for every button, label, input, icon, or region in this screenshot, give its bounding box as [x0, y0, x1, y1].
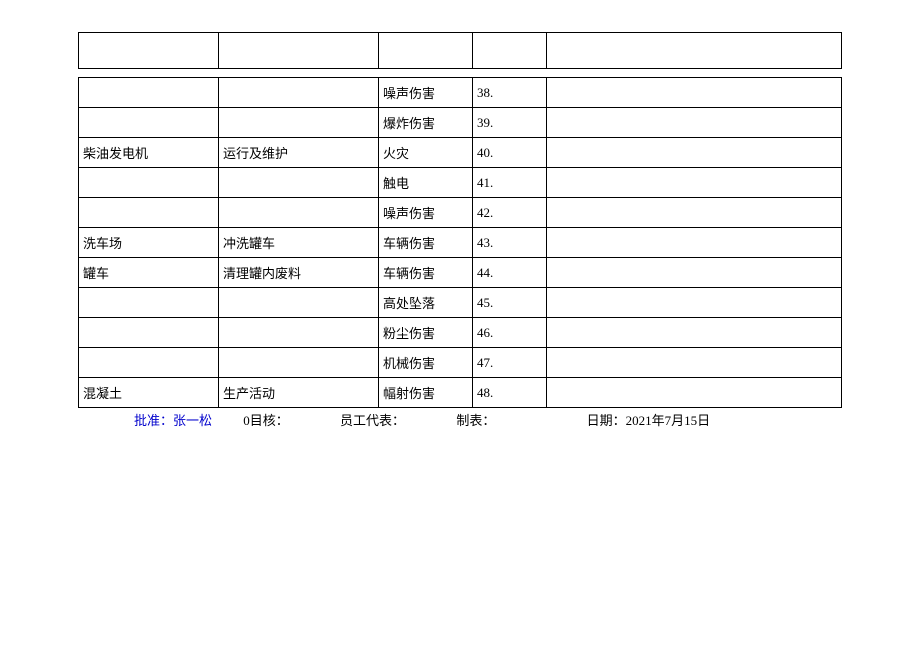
cell-equipment — [79, 108, 219, 138]
cell-number: 46. — [473, 318, 547, 348]
cell-equipment — [79, 288, 219, 318]
cell-remark — [547, 78, 842, 108]
rep-label: 员工代表： — [340, 410, 405, 429]
cell-remark — [547, 288, 842, 318]
date-value: 2021年7月15日 — [626, 410, 711, 429]
cell-hazard: 火灾 — [379, 138, 473, 168]
cell-number: 43. — [473, 228, 547, 258]
audit-label: 目核： — [250, 410, 289, 429]
cell-number: 44. — [473, 258, 547, 288]
cell-equipment: 罐车 — [79, 258, 219, 288]
cell-number: 40. — [473, 138, 547, 168]
cell-hazard: 爆炸伤害 — [379, 108, 473, 138]
cell-hazard: 粉尘伤害 — [379, 318, 473, 348]
main-table-body: 噪声伤害 38. 爆炸伤害 39. 柴油发电机 运行及维护 火灾 40. — [79, 78, 842, 408]
cell-remark — [547, 348, 842, 378]
table-row: 粉尘伤害 46. — [79, 318, 842, 348]
cell-hazard: 幅射伤害 — [379, 378, 473, 408]
table-gap — [78, 69, 842, 77]
cell-number: 45. — [473, 288, 547, 318]
header-cell — [219, 33, 379, 69]
header-cell — [79, 33, 219, 69]
cell-activity — [219, 348, 379, 378]
cell-equipment — [79, 198, 219, 228]
table-row: 混凝土 生产活动 幅射伤害 48. — [79, 378, 842, 408]
cell-activity — [219, 318, 379, 348]
cell-equipment — [79, 168, 219, 198]
cell-equipment — [79, 78, 219, 108]
cell-activity: 运行及维护 — [219, 138, 379, 168]
cell-activity — [219, 288, 379, 318]
table-row: 罐车 清理罐内废料 车辆伤害 44. — [79, 258, 842, 288]
page: 噪声伤害 38. 爆炸伤害 39. 柴油发电机 运行及维护 火灾 40. — [0, 0, 920, 429]
table-row: 爆炸伤害 39. — [79, 108, 842, 138]
header-table — [78, 32, 842, 69]
cell-equipment — [79, 318, 219, 348]
cell-hazard: 高处坠落 — [379, 288, 473, 318]
cell-remark — [547, 108, 842, 138]
cell-number: 48. — [473, 378, 547, 408]
make-label: 制表： — [456, 410, 495, 429]
cell-remark — [547, 198, 842, 228]
cell-activity — [219, 198, 379, 228]
cell-hazard: 噪声伤害 — [379, 198, 473, 228]
cell-equipment: 混凝土 — [79, 378, 219, 408]
header-cell — [379, 33, 473, 69]
cell-number: 39. — [473, 108, 547, 138]
cell-number: 47. — [473, 348, 547, 378]
cell-activity — [219, 168, 379, 198]
footer-line: 批准：张一松 0目核： 员工代表： 制表： 日期：2021年7月15日 — [78, 410, 842, 429]
cell-number: 38. — [473, 78, 547, 108]
cell-equipment: 洗车场 — [79, 228, 219, 258]
header-cell — [473, 33, 547, 69]
table-row: 触电 41. — [79, 168, 842, 198]
cell-activity: 生产活动 — [219, 378, 379, 408]
cell-activity: 冲洗罐车 — [219, 228, 379, 258]
table-row: 机械伤害 47. — [79, 348, 842, 378]
cell-equipment: 柴油发电机 — [79, 138, 219, 168]
date-label: 日期： — [587, 410, 626, 429]
header-cell — [547, 33, 842, 69]
cell-remark — [547, 318, 842, 348]
table-row: 噪声伤害 42. — [79, 198, 842, 228]
cell-hazard: 噪声伤害 — [379, 78, 473, 108]
cell-hazard: 机械伤害 — [379, 348, 473, 378]
approve-label: 批准： — [134, 410, 173, 429]
cell-activity: 清理罐内废料 — [219, 258, 379, 288]
cell-remark — [547, 228, 842, 258]
cell-remark — [547, 378, 842, 408]
approve-name: 张一松 — [173, 410, 212, 429]
header-row — [79, 33, 842, 69]
table-row: 噪声伤害 38. — [79, 78, 842, 108]
main-table: 噪声伤害 38. 爆炸伤害 39. 柴油发电机 运行及维护 火灾 40. — [78, 77, 842, 408]
cell-hazard: 车辆伤害 — [379, 228, 473, 258]
cell-activity — [219, 108, 379, 138]
cell-remark — [547, 258, 842, 288]
cell-hazard: 触电 — [379, 168, 473, 198]
table-row: 高处坠落 45. — [79, 288, 842, 318]
table-row: 柴油发电机 运行及维护 火灾 40. — [79, 138, 842, 168]
cell-number: 42. — [473, 198, 547, 228]
cell-remark — [547, 138, 842, 168]
cell-equipment — [79, 348, 219, 378]
table-row: 洗车场 冲洗罐车 车辆伤害 43. — [79, 228, 842, 258]
cell-remark — [547, 168, 842, 198]
cell-activity — [219, 78, 379, 108]
cell-hazard: 车辆伤害 — [379, 258, 473, 288]
cell-number: 41. — [473, 168, 547, 198]
